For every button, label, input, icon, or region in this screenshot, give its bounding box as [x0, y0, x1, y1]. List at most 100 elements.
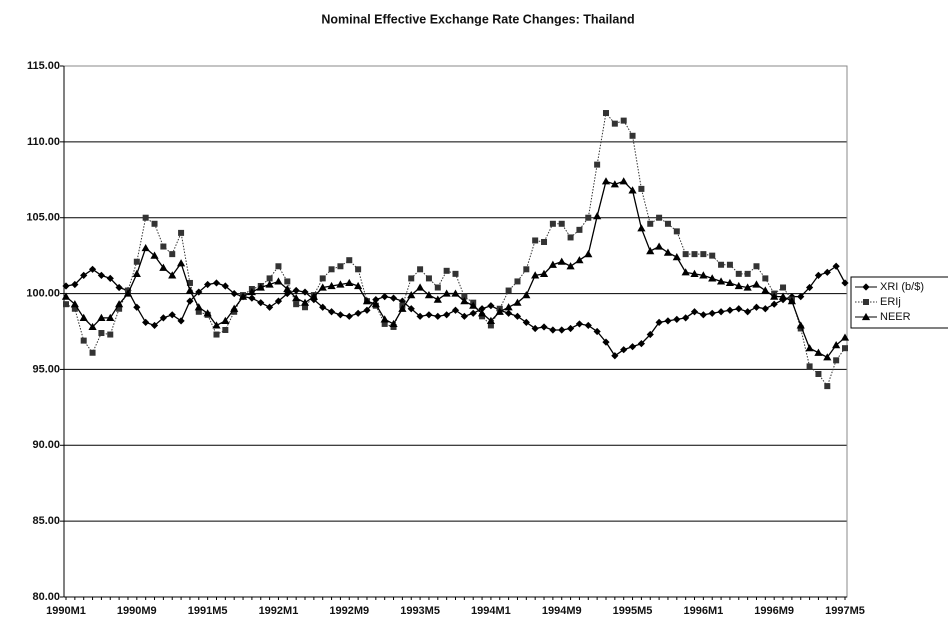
marker — [672, 253, 681, 261]
marker — [327, 281, 336, 290]
marker — [593, 327, 601, 336]
marker — [770, 300, 778, 308]
plot-frame — [63, 65, 848, 598]
marker — [566, 324, 575, 333]
marker — [620, 346, 628, 354]
marker — [797, 293, 805, 301]
marker — [832, 262, 840, 270]
series-line — [65, 111, 846, 388]
marker — [832, 341, 841, 349]
marker — [345, 312, 353, 320]
marker — [513, 312, 522, 320]
marker — [548, 260, 557, 268]
marker — [89, 349, 96, 356]
marker — [655, 242, 664, 250]
marker — [70, 300, 79, 308]
marker — [443, 267, 450, 274]
marker — [186, 279, 193, 286]
marker — [610, 180, 619, 188]
x-tick-label: 1990M9 — [117, 605, 157, 617]
marker — [558, 326, 566, 334]
marker — [842, 345, 848, 352]
marker — [477, 309, 487, 317]
marker — [743, 283, 752, 291]
marker — [380, 315, 389, 323]
marker — [177, 317, 185, 325]
marker — [381, 320, 388, 327]
marker — [389, 294, 398, 302]
legend-label: XRI (b/$) — [880, 281, 924, 293]
marker — [716, 277, 726, 285]
x-tick-label: 1997M5 — [825, 605, 865, 617]
x-tick-label: 1992M9 — [329, 605, 369, 617]
marker — [434, 312, 442, 320]
marker — [504, 303, 513, 311]
marker — [752, 280, 761, 288]
marker — [451, 306, 460, 314]
marker — [221, 282, 229, 290]
marker — [726, 261, 733, 268]
marker — [336, 311, 345, 319]
chart-title: Nominal Effective Exchange Rate Changes:… — [321, 12, 634, 26]
x-tick-label: 1991M5 — [188, 605, 228, 617]
x-tick-label: 1992M1 — [259, 605, 299, 617]
x-tick-label: 1996M9 — [754, 605, 794, 617]
marker — [664, 220, 671, 227]
marker — [363, 306, 371, 314]
marker — [690, 308, 699, 316]
marker — [593, 212, 602, 220]
marker — [434, 284, 441, 291]
marker — [602, 338, 610, 346]
marker — [150, 321, 159, 330]
marker — [734, 281, 743, 290]
marker — [425, 311, 433, 319]
marker — [185, 286, 195, 294]
marker — [176, 259, 186, 267]
marker — [840, 333, 850, 341]
marker — [567, 234, 574, 241]
marker — [345, 278, 354, 287]
marker — [682, 251, 689, 258]
y-tick-label: 110.00 — [27, 136, 60, 148]
marker — [584, 321, 592, 330]
marker — [753, 263, 760, 270]
marker — [460, 297, 469, 305]
marker — [656, 214, 663, 221]
marker — [372, 296, 380, 304]
marker — [133, 258, 140, 265]
marker — [222, 326, 229, 333]
marker — [522, 318, 530, 326]
marker — [558, 220, 565, 227]
marker — [638, 185, 645, 192]
marker — [230, 289, 238, 298]
marker — [752, 303, 761, 311]
marker — [256, 283, 265, 291]
marker — [178, 229, 185, 236]
marker — [159, 314, 167, 322]
marker — [362, 297, 372, 305]
marker — [495, 307, 504, 315]
marker — [576, 226, 583, 233]
marker — [417, 266, 424, 273]
marker — [744, 308, 752, 316]
marker — [619, 177, 628, 185]
marker — [726, 306, 734, 314]
marker — [451, 289, 460, 297]
marker — [195, 288, 203, 296]
marker — [318, 283, 327, 291]
marker — [61, 292, 71, 300]
marker — [354, 309, 362, 317]
marker — [815, 370, 822, 377]
marker — [203, 309, 212, 317]
marker — [566, 262, 575, 270]
marker — [212, 321, 221, 329]
marker — [664, 317, 672, 325]
x-tick-label: 1995M5 — [613, 605, 653, 617]
marker — [88, 265, 97, 273]
marker — [629, 132, 636, 139]
marker — [770, 292, 779, 300]
marker — [663, 248, 673, 256]
marker — [602, 110, 609, 117]
marker — [778, 292, 788, 300]
marker — [97, 313, 106, 321]
